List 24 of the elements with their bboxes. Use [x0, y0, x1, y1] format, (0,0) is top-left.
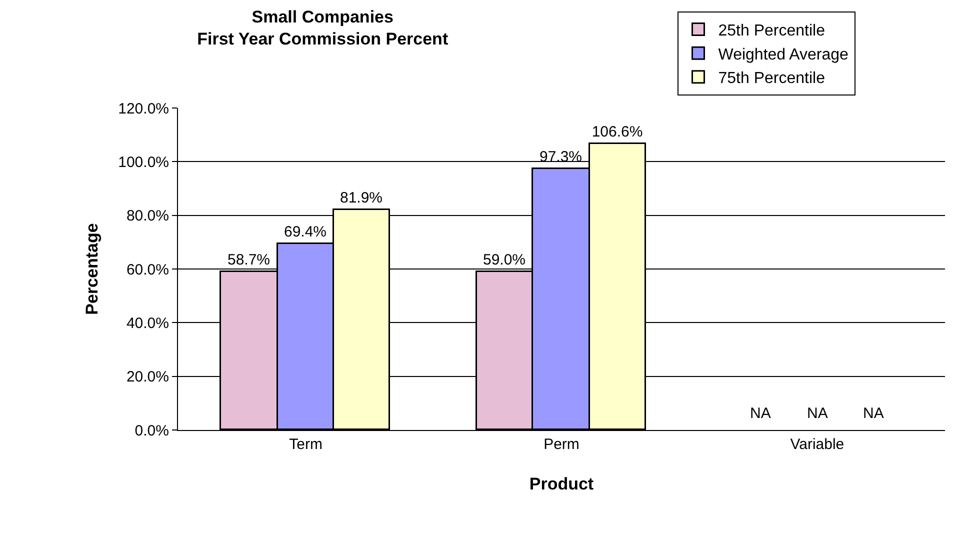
x-tick-label: Perm — [544, 436, 580, 453]
y-tick-label: 20.0% — [126, 368, 169, 386]
data-label: 58.7% — [227, 251, 270, 268]
x-tick-label: Term — [289, 436, 322, 453]
x-tick-label: Variable — [790, 436, 844, 453]
text: NA — [750, 405, 771, 422]
legend-label: Weighted Average — [718, 46, 849, 64]
data-label: 106.6% — [592, 123, 643, 140]
x-axis-title: Product — [529, 474, 594, 494]
data-label: 69.4% — [284, 223, 327, 240]
data-label: 81.9% — [340, 189, 383, 206]
text: NA — [863, 405, 884, 422]
y-tick-label: 0.0% — [134, 422, 169, 440]
y-tick-label: 100.0% — [118, 154, 169, 171]
legend-label: 25th Percentile — [718, 22, 826, 40]
y-axis-title: Percentage — [82, 223, 102, 315]
y-tick-label: 60.0% — [126, 261, 169, 278]
y-tick-label: 120.0% — [118, 100, 169, 118]
chart-title: Small Companies First Year Commission Percent — [197, 7, 448, 48]
y-tick-label: 40.0% — [126, 314, 169, 332]
y-tick-label: 80.0% — [126, 208, 169, 225]
legend-label: 75th Percentile — [718, 70, 826, 88]
text: NA — [807, 405, 828, 422]
data-label: 59.0% — [482, 251, 526, 268]
